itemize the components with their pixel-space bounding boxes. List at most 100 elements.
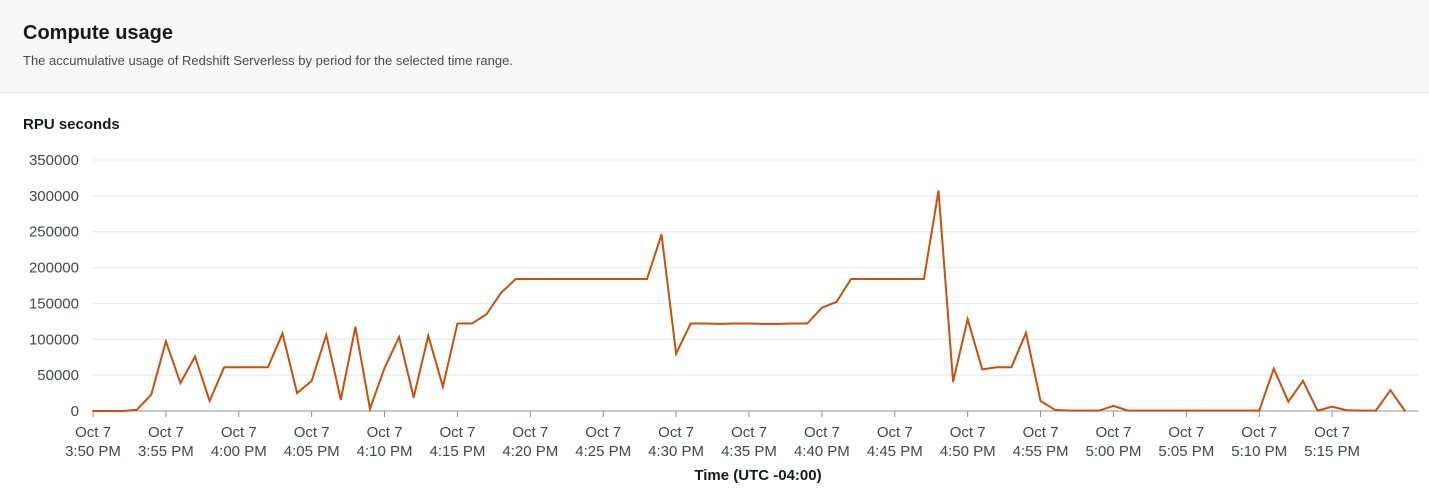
data-point <box>529 278 532 280</box>
x-tick-time: 4:40 PM <box>794 443 850 460</box>
data-point <box>704 322 707 325</box>
series-line <box>93 190 1406 413</box>
data-point <box>762 322 765 325</box>
data-point <box>1097 409 1100 412</box>
data-point <box>1258 409 1261 412</box>
data-point <box>573 278 575 280</box>
data-point <box>208 400 211 402</box>
data-point <box>500 291 503 294</box>
data-point <box>1374 409 1377 412</box>
data-point <box>995 366 998 369</box>
y-tick-label: 300000 <box>29 188 79 205</box>
panel-header: Compute usage The accumulative usage of … <box>0 0 1429 93</box>
x-tick-date: Oct 7 <box>1314 424 1350 441</box>
data-point <box>267 366 269 369</box>
x-tick-date: Oct 7 <box>658 424 694 441</box>
data-point <box>252 366 255 369</box>
data-point <box>966 318 969 321</box>
x-axis-label: Time (UTC -04:00) <box>694 467 821 484</box>
x-tick-time: 4:00 PM <box>211 443 267 460</box>
x-tick-time: 3:50 PM <box>65 443 121 460</box>
data-point <box>1112 405 1115 407</box>
data-point <box>558 278 561 280</box>
data-point <box>1170 409 1173 412</box>
data-point <box>1068 409 1071 412</box>
x-tick-date: Oct 7 <box>877 424 913 441</box>
x-tick-date: Oct 7 <box>1168 424 1204 441</box>
data-point <box>427 334 430 337</box>
x-tick-time: 4:10 PM <box>357 443 413 460</box>
data-point <box>1272 367 1275 370</box>
data-point <box>660 233 663 236</box>
data-point <box>602 278 605 280</box>
data-point <box>689 322 692 325</box>
data-point <box>646 278 648 280</box>
data-point <box>485 313 488 316</box>
data-point <box>281 332 284 335</box>
data-point <box>893 278 896 280</box>
data-point <box>631 278 634 280</box>
x-tick-time: 4:30 PM <box>648 443 704 460</box>
x-tick-time: 4:55 PM <box>1013 443 1069 460</box>
data-point <box>616 278 619 280</box>
data-point <box>412 396 415 399</box>
data-point <box>777 322 780 325</box>
data-point <box>1185 409 1188 412</box>
panel-subtitle: The accumulative usage of Redshift Serve… <box>23 53 513 68</box>
data-point <box>1229 409 1231 412</box>
data-point <box>1404 410 1406 412</box>
data-point <box>981 368 984 371</box>
data-point <box>441 385 444 388</box>
x-tick-date: Oct 7 <box>148 424 184 441</box>
data-point <box>1054 409 1057 411</box>
data-point <box>1039 400 1042 402</box>
x-tick-time: 3:55 PM <box>138 443 194 460</box>
data-point <box>514 278 517 280</box>
data-point <box>1331 405 1334 408</box>
data-point <box>237 366 240 369</box>
data-point <box>179 382 182 384</box>
data-point <box>1287 400 1290 403</box>
x-tick-time: 5:05 PM <box>1158 443 1214 460</box>
data-point <box>325 334 328 336</box>
x-tick-time: 4:15 PM <box>430 443 486 460</box>
y-tick-label: 350000 <box>29 152 79 169</box>
x-tick-date: Oct 7 <box>221 424 257 441</box>
x-tick-time: 5:00 PM <box>1086 443 1142 460</box>
x-tick-date: Oct 7 <box>75 424 111 441</box>
x-tick-time: 4:25 PM <box>575 443 631 460</box>
x-tick-time: 4:45 PM <box>867 443 923 460</box>
data-point <box>1389 389 1392 392</box>
data-point <box>354 326 357 328</box>
data-point <box>748 322 750 325</box>
y-axis-label: RPU seconds <box>23 116 120 133</box>
data-point <box>908 278 911 280</box>
y-axis-ticks: 0 50000 100000 150000 200000 250000 300000 3500… <box>29 152 79 420</box>
series-layer <box>92 189 1406 413</box>
data-point <box>952 380 954 383</box>
data-point <box>791 322 794 325</box>
x-tick-date: Oct 7 <box>512 424 548 441</box>
data-point <box>121 410 124 412</box>
data-point <box>1141 409 1144 412</box>
data-point <box>223 366 226 369</box>
data-point <box>398 336 401 339</box>
data-point <box>150 393 153 396</box>
data-point <box>879 278 882 280</box>
x-tick-date: Oct 7 <box>294 424 330 441</box>
x-tick-time: 4:50 PM <box>940 443 996 460</box>
x-tick-time: 5:10 PM <box>1231 443 1287 460</box>
data-point <box>850 278 852 280</box>
data-point <box>733 322 736 325</box>
x-tick-date: Oct 7 <box>1096 424 1132 441</box>
x-tick-date: Oct 7 <box>950 424 986 441</box>
x-tick-date: Oct 7 <box>804 424 840 441</box>
data-point <box>835 301 838 303</box>
x-tick-time: 4:35 PM <box>721 443 777 460</box>
data-point <box>675 352 678 355</box>
data-point <box>1010 366 1013 369</box>
data-point <box>471 322 473 325</box>
data-point <box>106 410 109 412</box>
x-tick-time: 4:20 PM <box>502 443 558 460</box>
